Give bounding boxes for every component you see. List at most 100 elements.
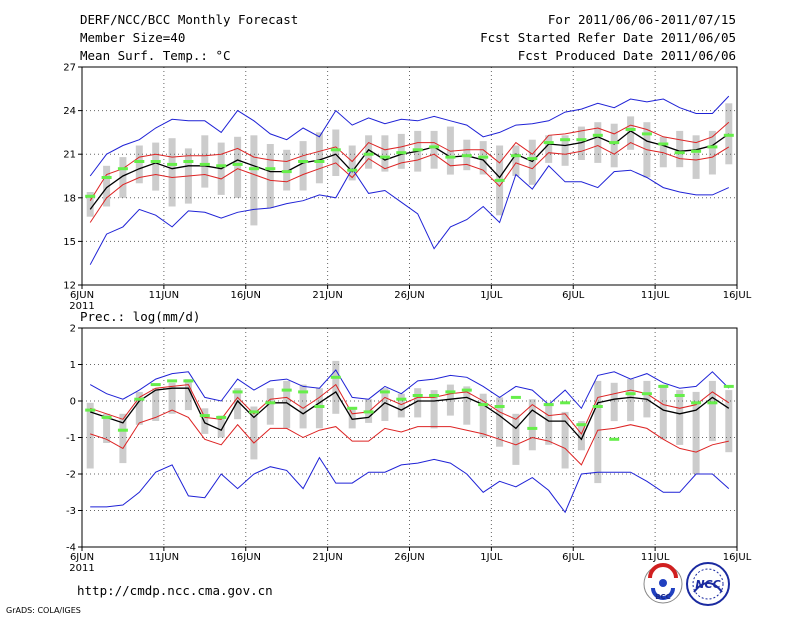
prec-observed-mark <box>723 384 734 388</box>
prec-spread-box <box>234 388 242 420</box>
temp-observed-mark <box>461 154 472 158</box>
prec-observed-mark <box>625 392 636 396</box>
temp-spread-box <box>234 136 242 198</box>
bcc-logo-text: BCC <box>655 593 671 601</box>
prec-observed-mark <box>134 397 145 401</box>
temp-y-tick-label: 18 <box>63 193 76 204</box>
prec-spread-box <box>266 388 274 425</box>
temp-observed-mark <box>609 141 620 145</box>
prec-observed-mark <box>412 394 423 397</box>
temp-spread-box <box>266 144 274 208</box>
prec-x-tick-label: 16JUL <box>723 552 752 563</box>
temp-observed-mark <box>232 162 243 166</box>
ncc-logo-text: NCC <box>695 578 720 591</box>
temp-y-tick-label: 12 <box>63 281 76 292</box>
prec-y-tick-label: -3 <box>66 506 76 517</box>
prec-spread-box <box>676 390 684 445</box>
prec-observed-mark <box>281 388 292 392</box>
temp-x-tick-label: 6JUL <box>562 290 585 301</box>
prec-spread-box <box>315 388 323 429</box>
temp-spread-box <box>250 135 258 226</box>
header-member-size: Member Size=40 <box>80 30 185 45</box>
prec-observed-mark <box>576 423 587 427</box>
temp-series-max <box>89 95 730 177</box>
temp-observed-mark <box>543 141 554 145</box>
temp-spread-box <box>332 129 340 176</box>
temp-observed-mark <box>248 167 259 171</box>
prec-spread-box <box>545 402 553 445</box>
temp-observed-mark <box>150 160 161 163</box>
prec-y-tick-label: -1 <box>66 433 76 444</box>
temp-observed-mark <box>167 162 178 166</box>
temp-observed-mark <box>134 160 145 163</box>
prec-observed-mark <box>674 394 685 397</box>
temp-observed-mark <box>576 138 587 142</box>
prec-spread-box <box>577 421 585 451</box>
header-start-date: Fcst Started Refer Date 2011/06/05 <box>480 30 736 45</box>
temp-observed-mark <box>429 145 440 149</box>
prec-spread-box <box>594 380 602 484</box>
prec-observed-mark <box>330 375 341 379</box>
bcc-logo: BCC <box>643 563 683 604</box>
temp-spread-box <box>119 157 127 198</box>
temp-spread-box <box>577 126 585 160</box>
prec-x-tick-year: 2011 <box>69 563 94 574</box>
prec-observed-mark <box>691 401 702 405</box>
temp-spread-box <box>659 136 667 168</box>
prec-observed-mark <box>167 379 178 383</box>
temp-observed-mark <box>347 168 358 172</box>
temp-observed-mark <box>396 151 407 155</box>
temp-y-tick-label: 24 <box>63 106 76 117</box>
temp-spread-box <box>430 130 438 169</box>
prec-observed-mark <box>543 403 554 407</box>
temp-observed-mark <box>494 178 505 182</box>
temp-observed-mark <box>281 170 292 174</box>
temp-observed-mark <box>117 167 128 171</box>
prec-series-p25 <box>90 409 729 466</box>
prec-observed-mark <box>658 384 669 388</box>
temp-observed-mark <box>298 160 309 163</box>
prec-spread-box <box>496 397 504 447</box>
prec-series-p75 <box>90 383 730 435</box>
temp-spread-box <box>299 141 307 191</box>
temp-observed-mark <box>723 133 734 137</box>
prec-observed-mark <box>429 394 440 397</box>
prec-observed-mark <box>183 379 194 383</box>
temp-observed-mark <box>379 155 390 159</box>
prec-spread-box <box>561 411 569 469</box>
footer-url[interactable]: http://cmdp.ncc.cma.gov.cn <box>77 583 273 598</box>
prec-observed-mark <box>101 415 112 419</box>
temp-spread-box <box>348 145 356 181</box>
temp-observed-mark <box>510 154 521 158</box>
footer-credit: GrADS: COLA/IGES <box>6 606 81 615</box>
temp-observed-mark <box>658 142 669 146</box>
temp-y-tick-label: 15 <box>63 237 76 248</box>
temp-spread-box <box>708 130 716 175</box>
temp-spread-box <box>676 130 684 168</box>
temp-x-tick-label: 11JUL <box>641 290 670 301</box>
prec-spread-box <box>283 380 291 429</box>
temp-observed-mark <box>216 164 227 168</box>
header-variable: Mean Surf. Temp.: °C <box>80 48 231 63</box>
prec-observed-mark <box>510 395 521 399</box>
header-produced-date: Fcst Produced Date 2011/06/06 <box>518 48 736 63</box>
temp-x-tick-label: 26JUN <box>394 290 424 301</box>
prec-x-tick-label: 11JUN <box>149 552 179 563</box>
temp-spread-box <box>610 123 618 168</box>
temp-observed-mark <box>183 160 194 163</box>
prec-series-min <box>90 456 730 514</box>
temp-x-tick-label: 16JUN <box>231 290 261 301</box>
temp-spread-box <box>594 122 602 163</box>
prec-observed-mark <box>609 437 620 441</box>
prec-x-tick-label: 16JUN <box>231 552 261 563</box>
prec-observed-mark <box>478 403 489 407</box>
prec-spread-box <box>217 415 225 438</box>
prec-spread-box <box>397 393 405 418</box>
prec-spread-box <box>430 390 438 429</box>
temp-observed-mark <box>412 148 423 152</box>
prec-observed-mark <box>117 428 128 432</box>
prec-spread-box <box>692 391 700 474</box>
temp-spread-box <box>168 138 176 207</box>
temp-series-p75 <box>89 121 730 201</box>
